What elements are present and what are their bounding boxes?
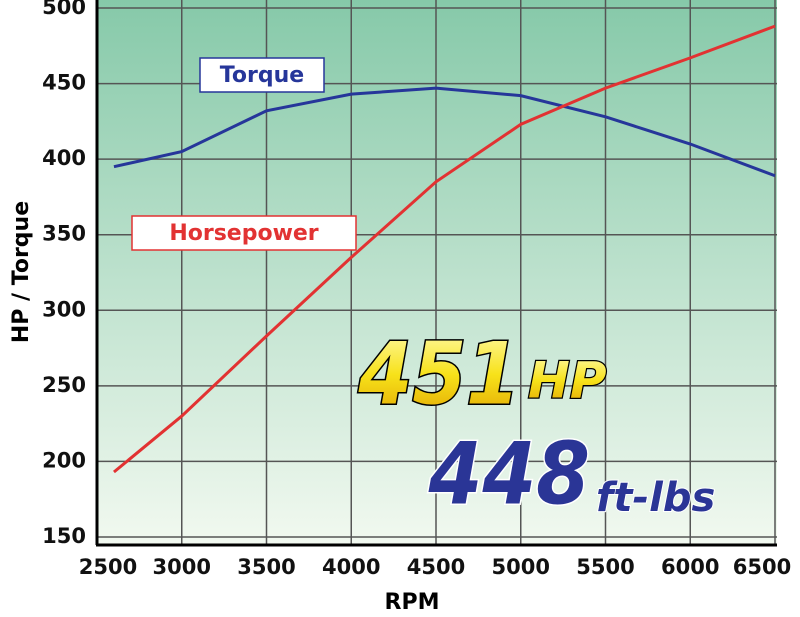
legend-label: Horsepower bbox=[169, 221, 318, 246]
x-tick-label: 6500 bbox=[733, 555, 791, 579]
series-line bbox=[113, 86, 776, 178]
x-tick-label: 5000 bbox=[492, 555, 550, 579]
y-tick-label: 350 bbox=[42, 222, 86, 246]
torque-unit: ft-lbs bbox=[596, 475, 715, 521]
legend-label: Torque bbox=[220, 63, 304, 88]
y-tick-label: 150 bbox=[42, 524, 86, 548]
y-axis-label: HP / Torque bbox=[9, 201, 34, 343]
y-tick-label: 200 bbox=[42, 448, 86, 472]
legend-box bbox=[199, 57, 325, 93]
y-tick-label: 300 bbox=[42, 297, 86, 321]
legend-box bbox=[131, 215, 357, 251]
x-tick-label: 4500 bbox=[407, 555, 465, 579]
x-tick-label: 2500 bbox=[79, 555, 137, 579]
x-tick-label: 4000 bbox=[322, 555, 380, 579]
x-tick-label: 5500 bbox=[576, 555, 634, 579]
x-axis-label: RPM bbox=[385, 590, 440, 615]
hp-unit: HP bbox=[528, 352, 607, 410]
hp-number: 451 bbox=[357, 324, 520, 424]
x-tick-label: 6000 bbox=[661, 555, 719, 579]
x-tick-label: 3000 bbox=[153, 555, 211, 579]
y-tick-label: 500 bbox=[42, 0, 86, 19]
y-tick-label: 250 bbox=[42, 373, 86, 397]
torque-number: 448 bbox=[427, 424, 590, 524]
series-line bbox=[112, 24, 776, 474]
y-tick-label: 450 bbox=[42, 71, 86, 95]
x-tick-label: 3500 bbox=[237, 555, 295, 579]
y-tick-label: 400 bbox=[42, 146, 86, 170]
